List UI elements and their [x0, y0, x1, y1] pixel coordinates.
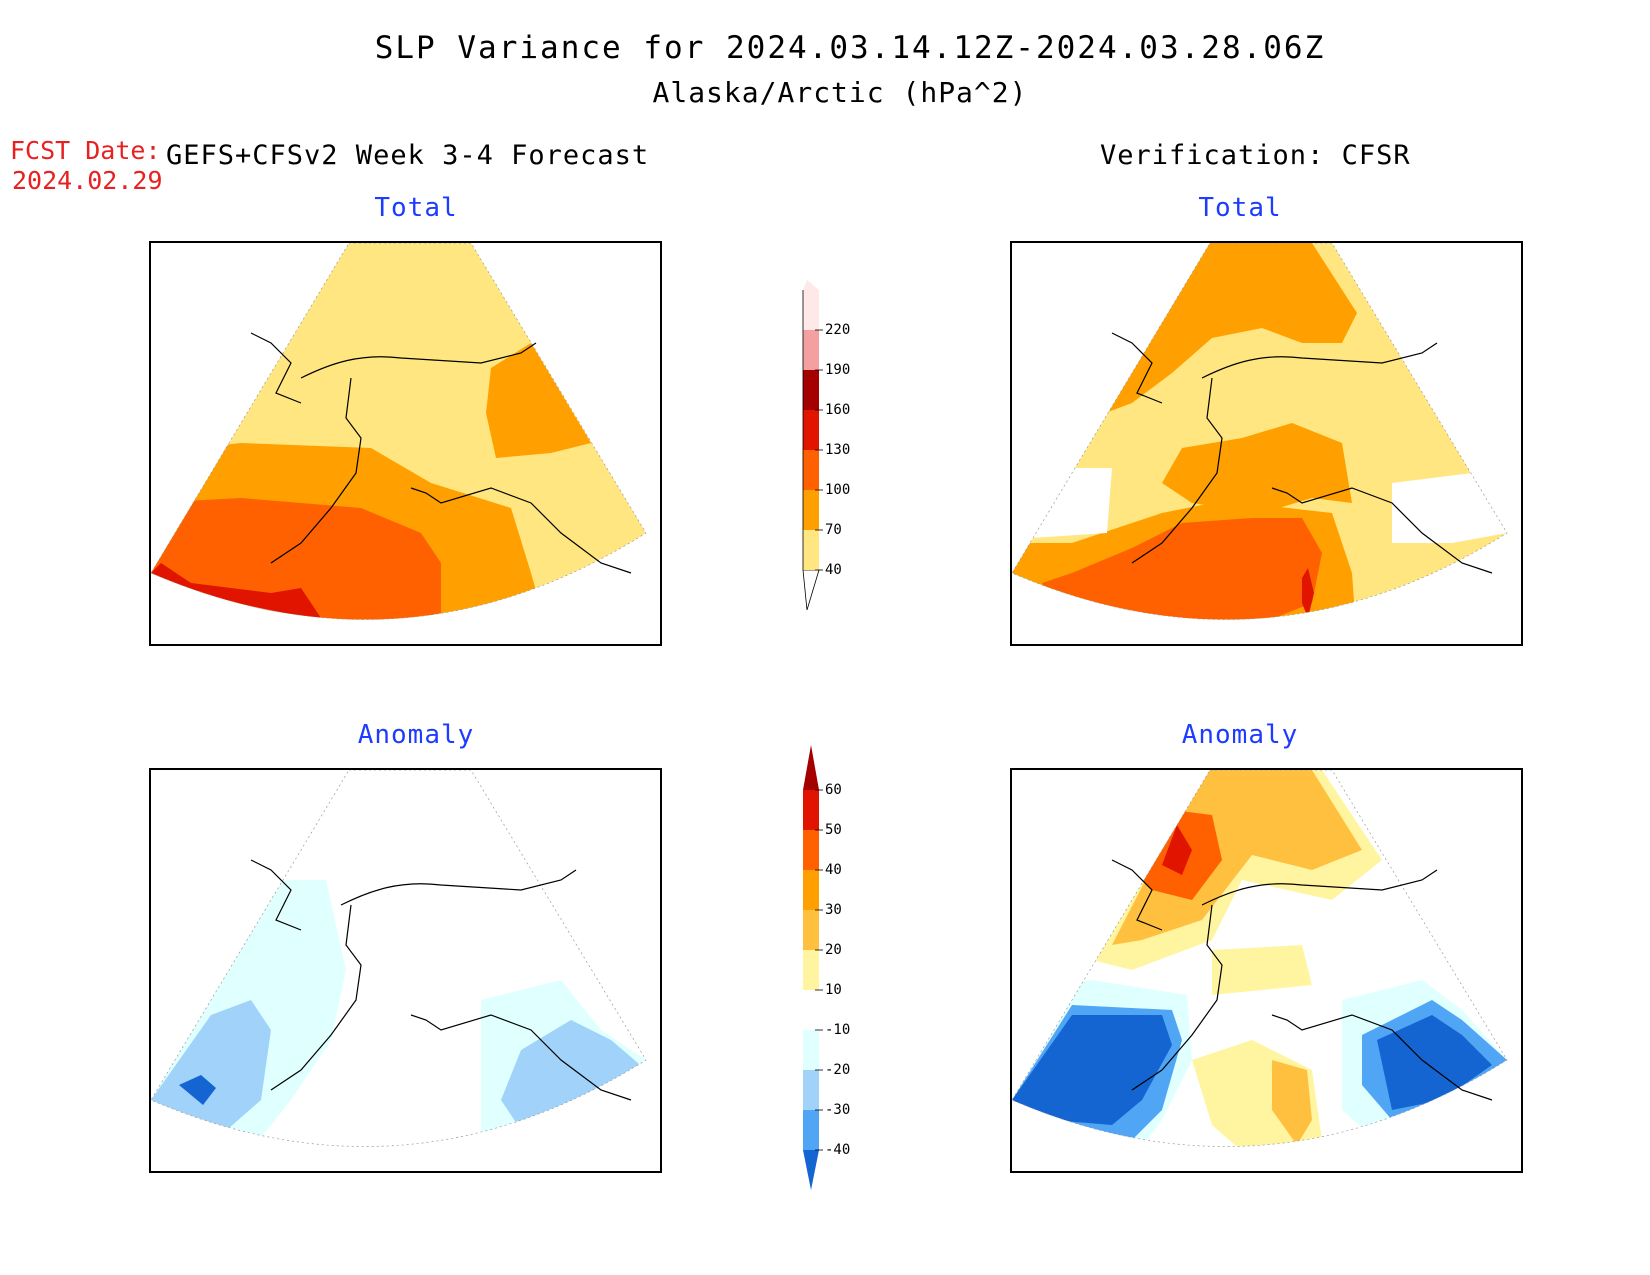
colorbar-anomaly-tick-label: -30 — [825, 1102, 850, 1118]
colorbar-anomaly-swatch — [803, 1030, 819, 1070]
colorbar-anomaly-swatch — [803, 870, 819, 910]
forecast-total-map — [149, 241, 662, 646]
verification-total-map — [1010, 241, 1523, 646]
forecast-total-title: Total — [374, 193, 458, 223]
colorbar-anomaly-swatch — [803, 830, 819, 870]
colorbar-total-swatch — [803, 450, 819, 490]
verification-anomaly-map — [1010, 768, 1523, 1173]
colorbar-total-tick-label: 220 — [825, 322, 850, 338]
colorbar-total-tick-label: 190 — [825, 362, 850, 378]
colorbar-total-swatch — [803, 370, 819, 410]
colorbar-anomaly-tick-label: -40 — [825, 1142, 850, 1158]
colorbar-anomaly-tick-label: 20 — [825, 942, 842, 958]
colorbar-anomaly-tick-label: 50 — [825, 822, 842, 838]
colorbar-anomaly-tick-label: 30 — [825, 902, 842, 918]
forecast-heading: GEFS+CFSv2 Week 3-4 Forecast — [166, 140, 650, 171]
chart-subtitle: Alaska/Arctic (hPa^2) — [652, 76, 1028, 109]
colorbar-total-swatch — [803, 410, 819, 450]
colorbar-anomaly-tick-label: 10 — [825, 982, 842, 998]
colorbar-anomaly-swatch — [803, 790, 819, 830]
colorbar-total-swatch — [803, 330, 819, 370]
colorbar-anomaly-swatch — [803, 910, 819, 950]
colorbar-total-tick-label: 100 — [825, 482, 850, 498]
colorbar-total-swatch — [803, 530, 819, 570]
fcst-date-label: FCST Date: — [10, 136, 161, 165]
verification-anomaly-title: Anomaly — [1181, 720, 1299, 750]
colorbar-anomaly-tick-label: -20 — [825, 1062, 850, 1078]
colorbar-total-tick-label: 70 — [825, 522, 842, 538]
colorbar-total-tick-label: 40 — [825, 562, 842, 578]
colorbar-anomaly-swatch — [803, 990, 819, 1030]
colorbar-anomaly-tick-label: -10 — [825, 1022, 850, 1038]
colorbar-total-swatch — [803, 490, 819, 530]
colorbar-anomaly-swatch — [803, 950, 819, 990]
colorbar-anomaly-swatch — [803, 1070, 819, 1110]
anomaly-colorbar: 60 50 40 30 20 10 -10 -20 -30 -40 — [803, 745, 850, 1190]
colorbar-anomaly-tick-label: 40 — [825, 862, 842, 878]
fcst-date-value: 2024.02.29 — [12, 166, 163, 195]
forecast-anomaly-title: Anomaly — [357, 720, 475, 750]
total-colorbar: 40 70 100 130 160 190 220 — [802, 280, 850, 610]
colorbar-anomaly-swatch — [803, 1110, 819, 1150]
forecast-anomaly-map — [149, 768, 662, 1173]
colorbar-total-tick-label: 160 — [825, 402, 850, 418]
colorbar-anomaly-tick-label: 60 — [825, 782, 842, 798]
verification-heading: Verification: CFSR — [1100, 140, 1411, 171]
verification-total-title: Total — [1198, 193, 1282, 223]
chart-title: SLP Variance for 2024.03.14.12Z-2024.03.… — [374, 30, 1326, 66]
colorbar-total-tick-label: 130 — [825, 442, 850, 458]
colorbar-total-swatch — [803, 290, 819, 330]
